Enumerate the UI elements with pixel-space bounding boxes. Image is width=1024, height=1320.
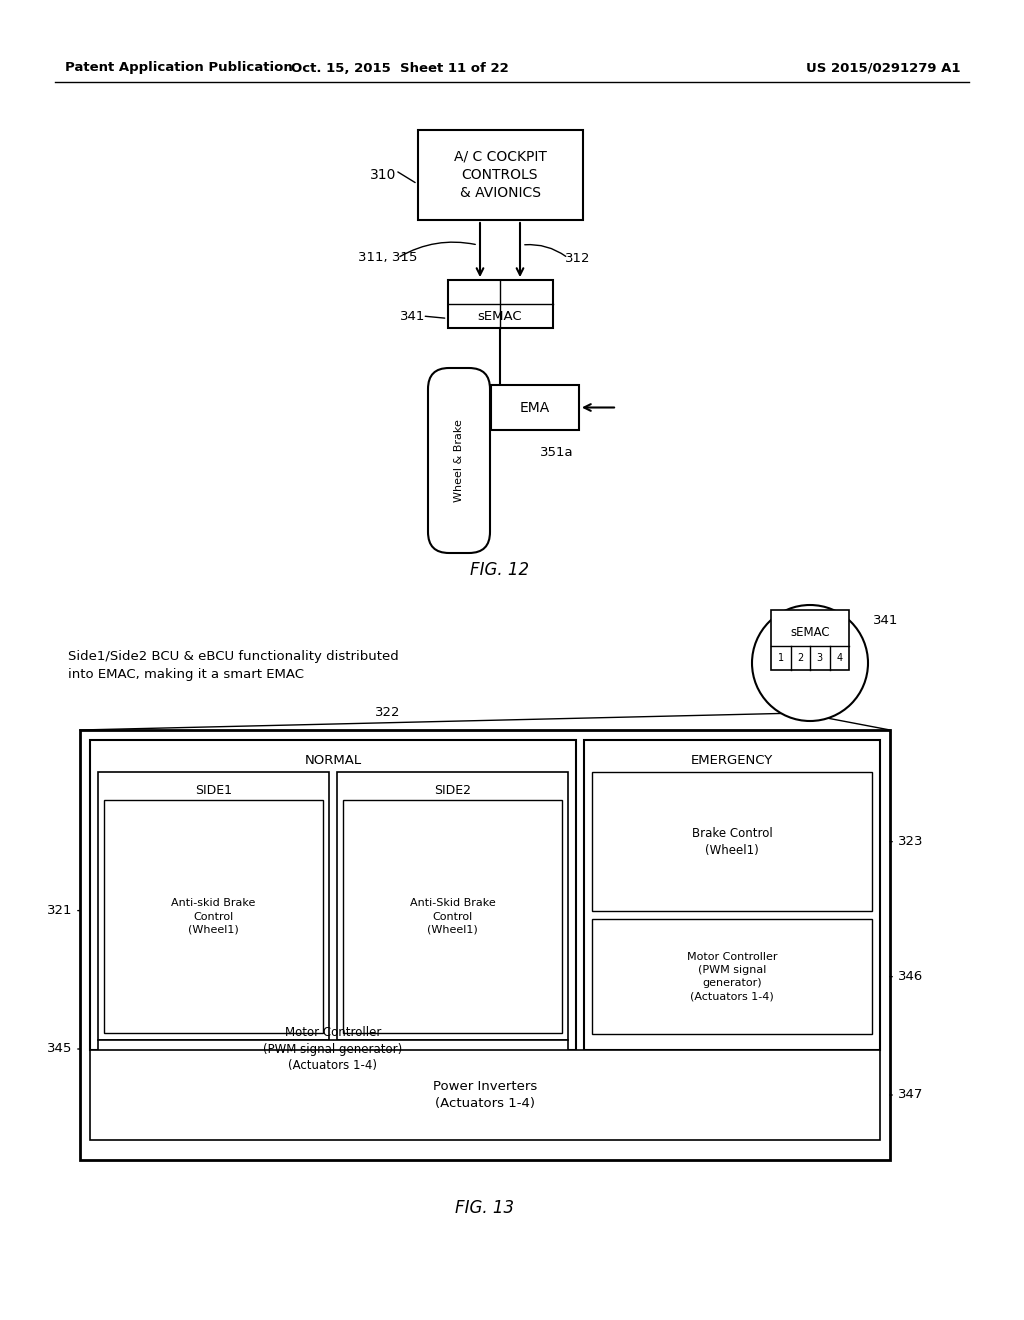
FancyBboxPatch shape — [90, 741, 575, 1049]
Text: 321: 321 — [46, 904, 72, 917]
Text: Anti-skid Brake
Control
(Wheel1): Anti-skid Brake Control (Wheel1) — [171, 899, 256, 935]
Text: SIDE1: SIDE1 — [195, 784, 232, 796]
FancyBboxPatch shape — [90, 1049, 880, 1140]
Circle shape — [752, 605, 868, 721]
Text: US 2015/0291279 A1: US 2015/0291279 A1 — [806, 62, 961, 74]
FancyBboxPatch shape — [98, 772, 329, 1040]
Text: 310: 310 — [370, 168, 396, 182]
Text: A/ C COCKPIT
CONTROLS
& AVIONICS: A/ C COCKPIT CONTROLS & AVIONICS — [454, 149, 547, 201]
Text: Patent Application Publication: Patent Application Publication — [65, 62, 293, 74]
Text: Oct. 15, 2015  Sheet 11 of 22: Oct. 15, 2015 Sheet 11 of 22 — [291, 62, 509, 74]
Text: Wheel & Brake: Wheel & Brake — [454, 418, 464, 502]
Text: Motor Controller
(PWM signal generator)
(Actuators 1-4): Motor Controller (PWM signal generator) … — [263, 1026, 402, 1072]
Text: Motor Controller
(PWM signal
generator)
(Actuators 1-4): Motor Controller (PWM signal generator) … — [687, 952, 777, 1002]
Text: 351a: 351a — [540, 446, 573, 458]
Text: 1: 1 — [777, 653, 783, 663]
FancyBboxPatch shape — [584, 741, 880, 1049]
Text: Side1/Side2 BCU & eBCU functionality distributed
into EMAC, making it a smart EM: Side1/Side2 BCU & eBCU functionality dis… — [68, 649, 398, 681]
Text: EMERGENCY: EMERGENCY — [691, 754, 773, 767]
Text: Brake Control
(Wheel1): Brake Control (Wheel1) — [691, 826, 772, 857]
Text: 311, 315: 311, 315 — [357, 252, 417, 264]
Text: NORMAL: NORMAL — [304, 754, 361, 767]
Text: EMA: EMA — [520, 400, 550, 414]
Text: Power Inverters
(Actuators 1-4): Power Inverters (Actuators 1-4) — [433, 1080, 538, 1110]
FancyBboxPatch shape — [337, 772, 568, 1040]
FancyBboxPatch shape — [592, 919, 872, 1034]
Text: 346: 346 — [898, 970, 924, 983]
FancyBboxPatch shape — [343, 800, 562, 1034]
FancyBboxPatch shape — [592, 772, 872, 911]
Text: 347: 347 — [898, 1089, 924, 1101]
Text: 341: 341 — [399, 309, 425, 322]
Text: 322: 322 — [375, 705, 400, 718]
Text: sEMAC: sEMAC — [477, 309, 522, 322]
FancyBboxPatch shape — [80, 730, 890, 1160]
FancyBboxPatch shape — [428, 368, 490, 553]
FancyBboxPatch shape — [447, 280, 553, 327]
Text: 3: 3 — [817, 653, 823, 663]
FancyBboxPatch shape — [771, 610, 849, 671]
Text: 312: 312 — [565, 252, 591, 264]
Text: 345: 345 — [47, 1043, 72, 1056]
FancyBboxPatch shape — [490, 385, 579, 430]
Text: 323: 323 — [898, 836, 924, 849]
Text: FIG. 13: FIG. 13 — [456, 1199, 515, 1217]
Text: FIG. 12: FIG. 12 — [470, 561, 529, 579]
Text: sEMAC: sEMAC — [791, 626, 829, 639]
FancyBboxPatch shape — [418, 129, 583, 220]
Text: Anti-Skid Brake
Control
(Wheel1): Anti-Skid Brake Control (Wheel1) — [410, 899, 496, 935]
Text: 4: 4 — [837, 653, 843, 663]
FancyBboxPatch shape — [98, 1040, 568, 1059]
FancyBboxPatch shape — [104, 800, 323, 1034]
Text: 2: 2 — [797, 653, 804, 663]
Text: 341: 341 — [873, 614, 898, 627]
Text: SIDE2: SIDE2 — [434, 784, 471, 796]
